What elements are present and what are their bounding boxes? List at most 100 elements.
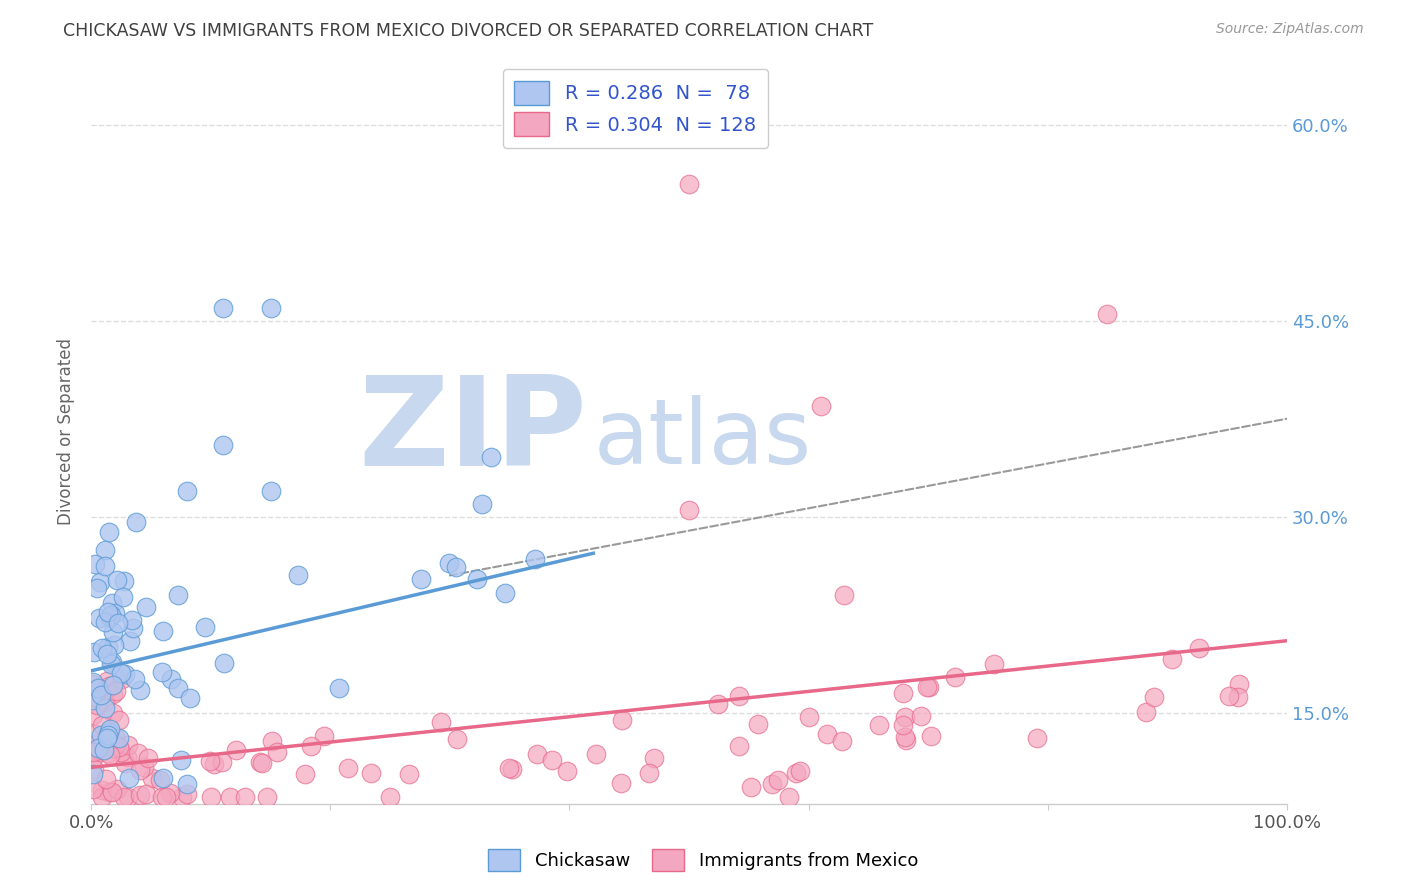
Point <box>101 785 124 799</box>
Point <box>98 610 121 624</box>
Point <box>943 670 966 684</box>
Point <box>104 730 127 744</box>
Point <box>121 613 143 627</box>
Point <box>643 750 665 764</box>
Point <box>91 783 114 797</box>
Point <box>82 707 104 722</box>
Point <box>90 790 112 805</box>
Point <box>97 640 120 654</box>
Point <box>740 780 762 794</box>
Point <box>86 698 108 712</box>
Point <box>831 734 853 748</box>
Point <box>287 568 309 582</box>
Point <box>328 681 350 695</box>
Point <box>444 560 467 574</box>
Point <box>1188 641 1211 656</box>
Point <box>155 790 177 805</box>
Point <box>108 740 131 755</box>
Point <box>83 644 105 658</box>
Point <box>96 606 118 620</box>
Point <box>90 718 112 732</box>
Point <box>87 681 110 695</box>
Point <box>170 790 193 805</box>
Text: CHICKASAW VS IMMIGRANTS FROM MEXICO DIVORCED OR SEPARATED CORRELATION CHART: CHICKASAW VS IMMIGRANTS FROM MEXICO DIVO… <box>63 22 873 40</box>
Point <box>219 790 242 805</box>
Point <box>894 733 917 747</box>
Point <box>465 572 488 586</box>
Point <box>93 743 115 757</box>
Point <box>167 681 190 696</box>
Point <box>810 399 832 413</box>
Point <box>893 686 915 700</box>
Point <box>136 751 159 765</box>
Point <box>494 586 516 600</box>
Point <box>89 746 111 760</box>
Point <box>97 679 120 693</box>
Point <box>214 656 236 670</box>
Point <box>105 781 128 796</box>
Point <box>104 606 127 620</box>
Point <box>104 738 127 752</box>
Point <box>94 615 117 630</box>
Point <box>894 710 917 724</box>
Point <box>471 497 494 511</box>
Point <box>585 747 607 761</box>
Point <box>761 776 783 790</box>
Point <box>1218 689 1240 703</box>
Point <box>82 675 104 690</box>
Point <box>98 725 121 739</box>
Point <box>526 747 548 762</box>
Point <box>110 666 132 681</box>
Point <box>360 766 382 780</box>
Point <box>259 301 281 315</box>
Point <box>100 657 122 671</box>
Point <box>111 672 134 686</box>
Point <box>83 762 105 776</box>
Point <box>211 438 233 452</box>
Point <box>103 638 125 652</box>
Point <box>200 790 222 805</box>
Point <box>129 789 152 803</box>
Point <box>523 552 546 566</box>
Point <box>541 753 564 767</box>
Point <box>148 773 170 788</box>
Point <box>117 790 139 805</box>
Point <box>920 729 942 743</box>
Text: atlas: atlas <box>593 395 811 483</box>
Point <box>983 657 1005 672</box>
Point <box>256 790 278 805</box>
Point <box>766 772 789 787</box>
Point <box>86 736 108 750</box>
Point <box>112 591 135 605</box>
Point <box>103 706 125 720</box>
Point <box>98 747 121 762</box>
Point <box>94 558 117 573</box>
Point <box>747 717 769 731</box>
Point <box>894 730 917 744</box>
Point <box>815 727 838 741</box>
Point <box>1135 706 1157 720</box>
Point <box>1227 677 1250 691</box>
Point <box>94 695 117 709</box>
Point <box>87 611 110 625</box>
Point <box>117 738 139 752</box>
Point <box>114 667 136 681</box>
Legend: R = 0.286  N =  78, R = 0.304  N = 128: R = 0.286 N = 78, R = 0.304 N = 128 <box>503 70 768 148</box>
Point <box>94 772 117 786</box>
Point <box>678 503 700 517</box>
Point <box>294 767 316 781</box>
Point <box>94 542 117 557</box>
Point <box>89 574 111 589</box>
Point <box>98 524 121 539</box>
Point <box>94 727 117 741</box>
Point <box>128 683 150 698</box>
Point <box>336 761 359 775</box>
Point <box>378 790 401 805</box>
Point <box>707 698 730 712</box>
Point <box>166 588 188 602</box>
Point <box>150 790 173 805</box>
Point <box>101 596 124 610</box>
Point <box>107 731 129 746</box>
Point <box>789 764 811 778</box>
Point <box>82 692 104 706</box>
